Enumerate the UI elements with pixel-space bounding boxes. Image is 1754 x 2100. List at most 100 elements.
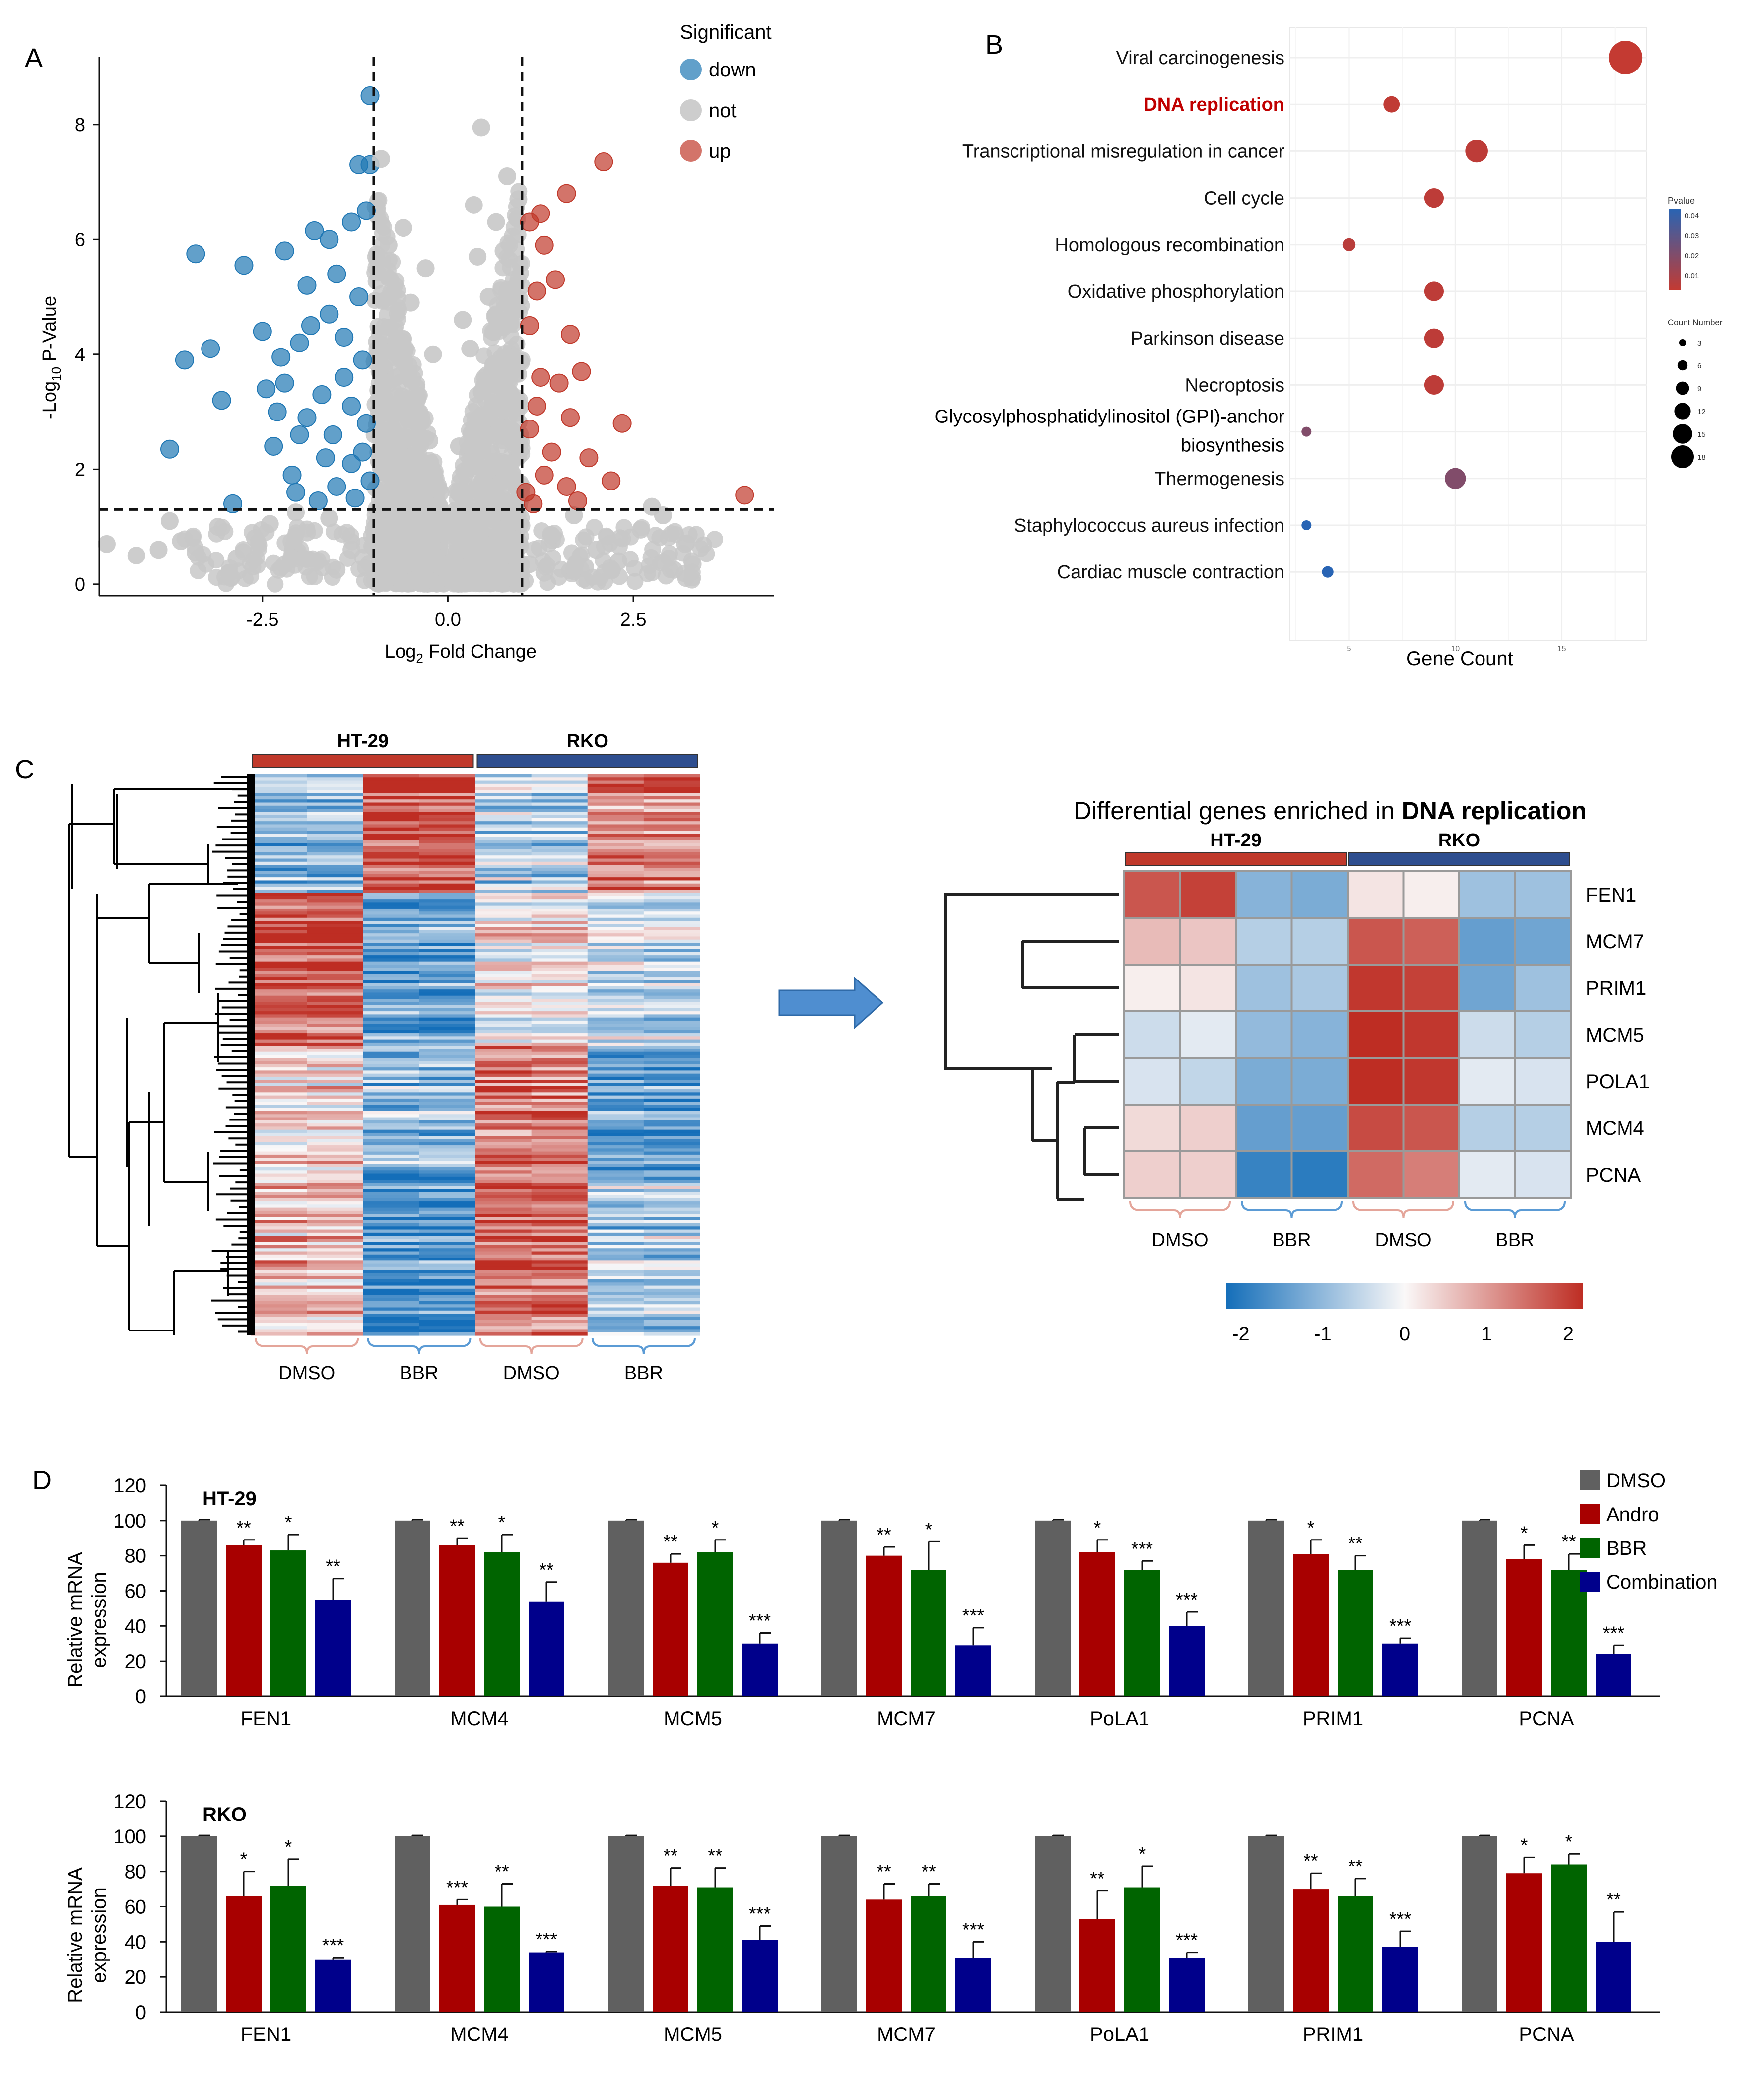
heatmap-dna-cell [1402,1057,1460,1106]
heatmap-all-cell [643,939,700,943]
heatmap-all-cell [643,1173,700,1177]
heatmap-all-cell [587,1051,644,1055]
heatmap-all-cell [307,1323,363,1327]
bar-dmso [181,1520,217,1696]
heatmap-all-cell [643,868,700,872]
heatmap-all-cell [475,992,532,996]
heatmap-all-cell [251,880,307,884]
heatmap-all-cell [531,812,588,816]
heatmap-all-cell [419,1292,476,1295]
heatmap-all-cell [251,1051,307,1055]
bar-significance: * [712,1518,719,1539]
heatmap-all-cell [643,840,700,843]
bar-legend-swatch [1580,1572,1600,1592]
bar-andro [226,1545,262,1696]
heatmap-all-cell [307,849,363,853]
heatmap-all-cell [363,1158,419,1162]
heatmap-all-cell [363,793,419,797]
heatmap-all-cell [643,1105,700,1109]
heatmap-all-cell [419,893,476,897]
bar-dmso [608,1520,644,1696]
bar-significance: * [1094,1518,1101,1539]
heatmap-all-cell [475,1329,532,1333]
heatmap-all-cell [363,1186,419,1190]
heatmap-all-cell [251,1095,307,1099]
heatmap-all-cell [475,1017,532,1021]
heatmap-all-cell [531,893,588,897]
volcano-y-tick-label: 4 [75,345,85,365]
heatmap-all-cell [475,955,532,959]
heatmap-all-cell [307,911,363,915]
heatmap-all-cell [307,1167,363,1171]
heatmap-all-cell [363,1123,419,1127]
volcano-point-up [602,471,621,490]
heatmap-all-cell [251,939,307,943]
heatmap-all-cell [307,815,363,819]
heatmap-all-cell [531,1102,588,1106]
volcano-point-not [207,552,225,569]
kegg-size-swatch [1671,445,1694,468]
bar-significance: * [1307,1518,1315,1539]
heatmap-all-cell [363,917,419,921]
heatmap-all-cell [475,1036,532,1040]
bar-combination [315,1600,351,1696]
heatmap-all-cell [251,1192,307,1196]
heatmap-all-cell [363,1073,419,1077]
heatmap-dna-cell [1235,964,1293,1012]
heatmap-all-cell [363,1086,419,1090]
heatmap-all-cell [251,914,307,918]
heatmap-all-cell [475,1095,532,1099]
heatmap-all-cell [475,855,532,859]
heatmap-all-cell [307,1033,363,1037]
heatmap-all-cell [363,821,419,825]
heatmap-all-cell [251,1189,307,1192]
heatmap-all-cell [531,1055,588,1058]
heatmap-all-cell [419,1067,476,1071]
heatmap-all-cell [363,802,419,806]
heatmap-all-cell [251,921,307,924]
heatmap-all-cell [419,1164,476,1168]
heatmap-all-cell [363,1207,419,1211]
volcano-point-not [644,541,662,558]
heatmap-all-cell [475,858,532,862]
heatmap-all-cell [531,1158,588,1162]
heatmap-all-cell [251,802,307,806]
heatmap-all-cell [419,1220,476,1224]
heatmap-all-cell [251,1266,307,1270]
heatmap-all-cell [643,964,700,968]
heatmap-all-group-label: RKO [567,731,608,752]
heatmap-dna-marks: Differential genes enriched in DNA repli… [944,797,1650,1345]
volcano-point-not [282,533,300,550]
heatmap-all-cell [643,1180,700,1183]
heatmap-all-cell [307,1126,363,1130]
kegg-category-label: DNA replication [1144,94,1284,115]
heatmap-all-cell [475,1011,532,1015]
heatmap-all-cell [643,1236,700,1239]
bar-bbr [270,1886,306,2012]
heatmap-all-cell [419,1049,476,1052]
kegg-dot [1424,328,1444,348]
volcano-point-up [561,408,580,427]
heatmap-all-cell [475,1042,532,1046]
heatmap-all-cell [419,815,476,819]
kegg-size-tick: 12 [1697,408,1706,416]
heatmap-all-cell [475,1282,532,1286]
heatmap-all-cell [419,964,476,968]
volcano-point-not [160,512,179,530]
heatmap-all-cell [419,1239,476,1243]
heatmap-all-cell [419,1020,476,1024]
heatmap-all-cell [419,896,476,900]
volcano-point-not [692,540,709,557]
heatmap-all-cell [363,999,419,1002]
heatmap-all-cell [531,1117,588,1121]
heatmap-all-cell [363,831,419,834]
heatmap-all-cell [419,1180,476,1183]
heatmap-dna-cell [1235,1057,1293,1106]
heatmap-all-cell [587,1198,644,1202]
heatmap-all-cell [531,809,588,812]
heatmap-all-cell [475,852,532,856]
heatmap-all-cell [531,1329,588,1333]
heatmap-all-cell [643,1132,700,1136]
